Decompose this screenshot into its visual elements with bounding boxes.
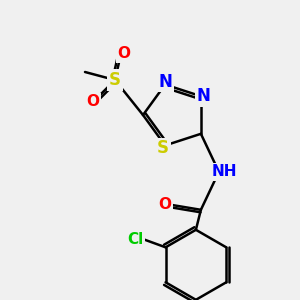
Text: NH: NH [211, 164, 237, 179]
Text: O: O [86, 94, 100, 110]
Text: S: S [109, 71, 121, 89]
Text: O: O [158, 197, 171, 212]
Text: N: N [158, 73, 172, 91]
Text: Cl: Cl [128, 232, 144, 247]
Text: S: S [157, 140, 169, 158]
Text: N: N [197, 87, 211, 105]
Text: O: O [118, 46, 130, 62]
